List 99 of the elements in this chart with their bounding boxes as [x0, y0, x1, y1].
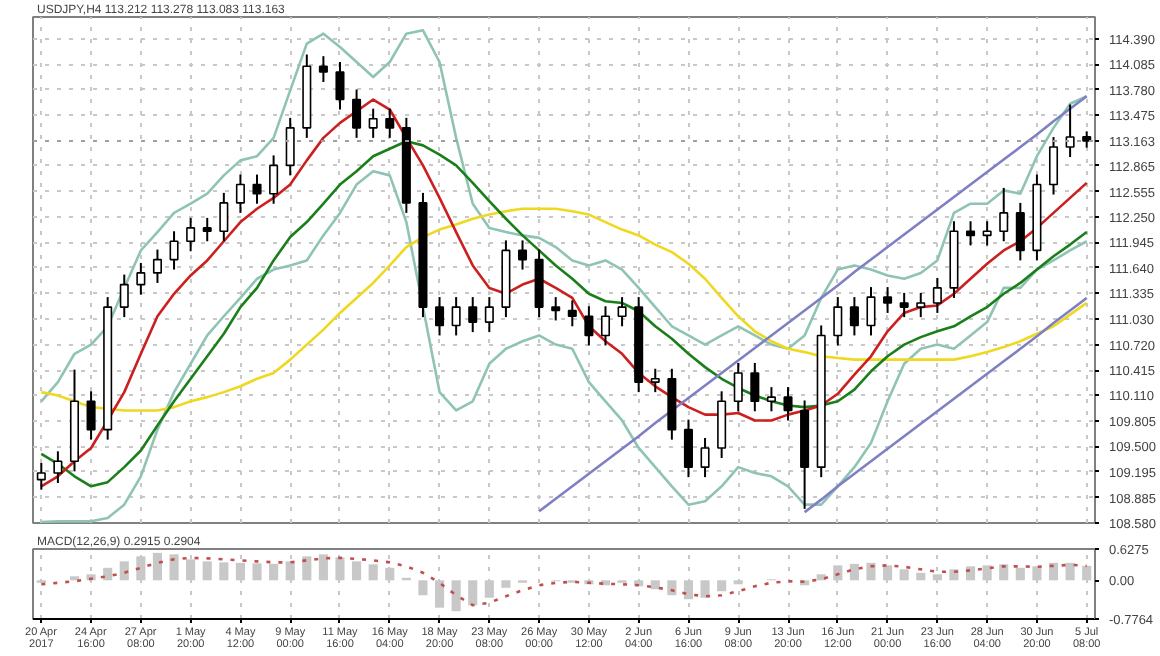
bar — [269, 563, 279, 581]
candlestick — [916, 291, 926, 319]
candlestick — [119, 273, 129, 319]
candlestick — [1048, 136, 1059, 196]
bar — [202, 561, 212, 581]
bar — [169, 554, 179, 581]
bar — [899, 569, 909, 581]
bar — [352, 561, 362, 581]
candlestick — [368, 107, 378, 139]
candlestick — [966, 220, 976, 247]
bar — [136, 556, 146, 581]
bar — [219, 562, 229, 581]
bar — [999, 564, 1009, 581]
bar — [965, 566, 976, 581]
candlestick — [435, 296, 445, 337]
candlestick — [600, 305, 611, 347]
candlestick — [833, 296, 843, 347]
bar — [667, 580, 677, 596]
candlestick — [53, 450, 63, 484]
bar — [451, 580, 461, 612]
candlestick — [551, 296, 561, 322]
bar — [434, 580, 445, 608]
bar — [302, 556, 312, 581]
line-series — [40, 556, 1088, 607]
candlestick — [385, 107, 395, 139]
candlestick — [584, 305, 594, 347]
bar — [1048, 562, 1059, 581]
line-series — [537, 94, 1088, 513]
bar — [152, 552, 163, 581]
bar — [982, 565, 992, 581]
candlestick — [136, 261, 146, 296]
candlestick — [152, 248, 162, 284]
line-series — [40, 29, 1088, 403]
candlestick — [252, 173, 262, 205]
bar — [368, 564, 378, 581]
bar — [650, 580, 660, 590]
candlestick — [883, 286, 893, 314]
bar — [717, 580, 727, 592]
candlestick — [932, 276, 942, 314]
bar — [484, 580, 494, 598]
candlestick — [219, 191, 229, 243]
candlestick — [567, 299, 577, 328]
candlestick — [733, 361, 743, 413]
bar — [285, 561, 295, 581]
bar — [318, 554, 328, 581]
bar — [883, 565, 893, 581]
candlestick — [169, 230, 179, 271]
candlestick — [683, 418, 693, 479]
candlestick — [1065, 103, 1075, 159]
candlestick — [186, 216, 196, 253]
candlestick — [36, 461, 46, 491]
candlestick — [783, 386, 793, 422]
bar — [932, 574, 942, 581]
candlestick — [517, 239, 528, 271]
candlestick — [650, 367, 660, 394]
candlestick — [700, 436, 710, 479]
candlestick — [285, 116, 295, 177]
candlestick — [1015, 201, 1025, 262]
bar — [1032, 566, 1042, 581]
candlestick — [86, 390, 96, 441]
bar — [1015, 567, 1025, 581]
candlestick — [202, 216, 212, 243]
bar — [833, 565, 843, 581]
candlestick — [899, 291, 909, 319]
bar — [468, 580, 478, 606]
candlestick — [484, 296, 494, 334]
candlestick — [451, 296, 461, 337]
candlestick — [750, 361, 760, 413]
bar — [683, 580, 694, 600]
candlestick — [999, 186, 1009, 243]
bar — [186, 559, 196, 581]
bar — [235, 562, 245, 581]
bar — [1065, 562, 1075, 581]
candlestick — [534, 248, 544, 319]
candlestick — [866, 286, 876, 337]
candlestick — [982, 220, 992, 247]
bar — [385, 567, 395, 581]
candlestick — [335, 61, 345, 111]
bar — [501, 580, 511, 588]
candlestick — [352, 88, 362, 139]
bar — [866, 562, 876, 581]
bar — [335, 557, 345, 581]
bar — [849, 563, 859, 581]
candlestick — [235, 173, 245, 214]
bar — [418, 580, 428, 596]
candlestick — [468, 296, 478, 334]
bar — [103, 567, 113, 581]
candlestick — [849, 296, 859, 337]
bar — [252, 563, 262, 581]
candlestick — [766, 386, 776, 413]
bar — [119, 561, 129, 581]
candlestick — [269, 154, 279, 205]
bar — [916, 572, 926, 581]
candlestick — [318, 55, 328, 84]
candlestick — [617, 296, 627, 328]
candlestick — [717, 390, 727, 459]
line-series — [40, 169, 1088, 523]
bar — [700, 580, 710, 598]
line-series — [803, 296, 1088, 514]
